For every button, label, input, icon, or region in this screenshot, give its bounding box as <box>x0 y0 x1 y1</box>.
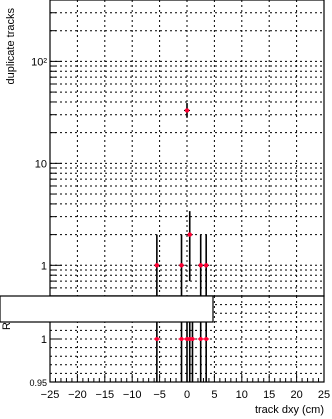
x-tick-labels: −25 −20 −15 −10 −5 0 5 10 15 20 25 <box>41 389 330 401</box>
upper-data-point <box>187 232 192 237</box>
upper-y-tick-label: 10² <box>31 56 47 68</box>
upper-data-point <box>184 108 190 113</box>
x-tick-label: 15 <box>263 389 275 401</box>
lower-data-point <box>154 337 159 341</box>
upper-data-point <box>203 263 209 268</box>
lower-data-point <box>179 337 184 341</box>
lower-y-tick-label: 0.95 <box>29 378 47 388</box>
upper-y-axis-label: duplicate tracks <box>5 8 17 85</box>
lower-y-axis-label: R <box>1 322 13 330</box>
upper-data-point <box>198 263 203 268</box>
x-tick-label: 25 <box>318 389 330 401</box>
upper-data-point <box>179 263 184 268</box>
x-tick-label: −10 <box>123 389 142 401</box>
x-tick-label: 10 <box>236 389 248 401</box>
ratio-label-box <box>0 295 214 323</box>
upper-data-point <box>154 263 160 268</box>
upper-y-tick-label: 10 <box>35 158 47 170</box>
x-tick-label: 5 <box>211 389 217 401</box>
upper-grid <box>50 0 324 296</box>
lower-data-point <box>190 337 195 341</box>
x-tick-label: −20 <box>68 389 87 401</box>
lower-data-point <box>204 337 209 341</box>
x-tick-label: 20 <box>290 389 302 401</box>
x-tick-label: −5 <box>153 389 166 401</box>
x-tick-label: −15 <box>95 389 114 401</box>
x-axis-label: track dxy (cm) <box>255 404 324 416</box>
lower-ticks: 10.95 <box>29 334 325 388</box>
x-tick-label: −25 <box>41 389 60 401</box>
x-tick-label: 0 <box>184 389 190 401</box>
upper-ticks: 1 10 10² <box>31 12 62 289</box>
lower-data-point <box>198 337 203 341</box>
upper-points <box>153 103 210 296</box>
upper-y-tick-label: 1 <box>41 260 47 272</box>
lower-y-tick-label: 1 <box>41 334 47 346</box>
